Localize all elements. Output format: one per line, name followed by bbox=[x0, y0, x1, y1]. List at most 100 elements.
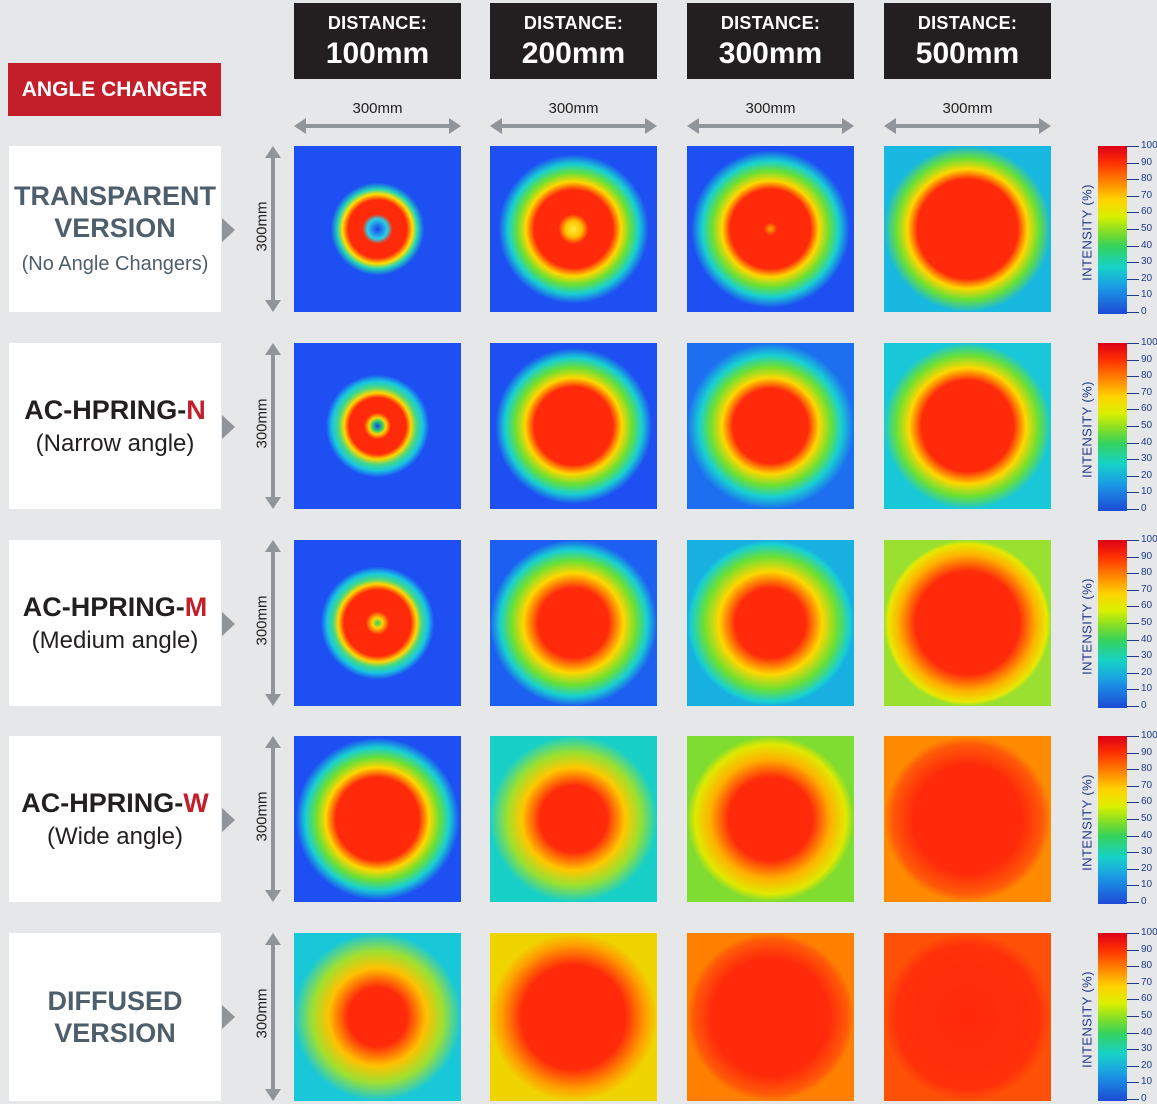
beam-pattern-wide-200mm bbox=[490, 736, 657, 902]
legend-tick bbox=[1127, 656, 1139, 657]
legend-tick-label: 100 bbox=[1141, 534, 1157, 545]
triangle-right-icon bbox=[222, 218, 235, 242]
legend-tick-label: 90 bbox=[1141, 157, 1153, 168]
double-arrow-vertical-icon bbox=[265, 146, 281, 312]
beam-pattern-diffused-100mm bbox=[294, 933, 461, 1101]
distance-label: DISTANCE: bbox=[523, 13, 624, 33]
legend-tick bbox=[1127, 606, 1139, 607]
legend-tick-label: 100 bbox=[1141, 140, 1157, 151]
legend-tick bbox=[1127, 736, 1139, 737]
legend-tick-label: 50 bbox=[1141, 420, 1153, 431]
legend-tick bbox=[1127, 540, 1139, 541]
legend-tick-label: 10 bbox=[1141, 683, 1153, 694]
legend-tick-label: 20 bbox=[1141, 667, 1153, 678]
width-label: 300mm bbox=[352, 100, 403, 117]
legend-tick-label: 80 bbox=[1141, 763, 1153, 774]
width-label: 300mm bbox=[745, 100, 796, 117]
legend-axis-label: INTENSITY (%) bbox=[1079, 184, 1095, 281]
legend-tick-label: 0 bbox=[1141, 700, 1147, 711]
legend-tick bbox=[1127, 1049, 1139, 1050]
legend-tick bbox=[1127, 933, 1139, 934]
legend-tick bbox=[1127, 640, 1139, 641]
legend-tick-label: 90 bbox=[1141, 354, 1153, 365]
legend-tick-label: 90 bbox=[1141, 747, 1153, 758]
legend-tick-label: 0 bbox=[1141, 896, 1147, 907]
legend-tick-label: 30 bbox=[1141, 1043, 1153, 1054]
beam-pattern-medium-200mm bbox=[490, 540, 657, 706]
legend-tick bbox=[1127, 426, 1139, 427]
legend-tick-label: 30 bbox=[1141, 256, 1153, 267]
legend-tick bbox=[1127, 196, 1139, 197]
legend-tick-label: 10 bbox=[1141, 879, 1153, 890]
width-dimension: 300mm bbox=[294, 95, 461, 135]
height-label: 300mm bbox=[253, 595, 271, 646]
row-title-code: M bbox=[184, 592, 208, 622]
legend-tick bbox=[1127, 476, 1139, 477]
legend-tick bbox=[1127, 966, 1139, 967]
beam-pattern-wide-300mm bbox=[687, 736, 854, 902]
row-title: AC-HPRING-M bbox=[23, 590, 208, 624]
row-subtitle: (Wide angle) bbox=[46, 823, 184, 850]
beam-pattern-diffused-200mm bbox=[490, 933, 657, 1101]
legend-tick bbox=[1127, 509, 1139, 510]
legend-tick bbox=[1127, 802, 1139, 803]
legend-tick bbox=[1127, 163, 1139, 164]
legend-tick-label: 60 bbox=[1141, 600, 1153, 611]
triangle-right-icon bbox=[222, 612, 235, 636]
legend-tick bbox=[1127, 753, 1139, 754]
width-dimension: 300mm bbox=[687, 95, 854, 135]
legend-tick-label: 60 bbox=[1141, 993, 1153, 1004]
legend-tick bbox=[1127, 279, 1139, 280]
legend-tick-label: 100 bbox=[1141, 730, 1157, 741]
beam-pattern-narrow-100mm bbox=[294, 343, 461, 509]
legend-tick bbox=[1127, 360, 1139, 361]
beam-pattern-transparent-200mm bbox=[490, 146, 657, 312]
legend-tick-label: 40 bbox=[1141, 634, 1153, 645]
beam-pattern-diffused-500mm bbox=[884, 933, 1051, 1101]
legend-tick-label: 40 bbox=[1141, 1027, 1153, 1038]
legend-axis-label: INTENSITY (%) bbox=[1079, 578, 1095, 675]
color-scale-bar bbox=[1098, 736, 1127, 904]
color-scale-bar bbox=[1098, 540, 1127, 708]
row-label-medium: AC-HPRING-M (Medium angle) bbox=[9, 540, 221, 706]
legend-tick-label: 0 bbox=[1141, 503, 1147, 514]
distance-value: 300mm bbox=[718, 37, 823, 70]
beam-pattern-wide-100mm bbox=[294, 736, 461, 902]
legend-tick bbox=[1127, 623, 1139, 624]
legend-tick bbox=[1127, 786, 1139, 787]
legend-tick-label: 20 bbox=[1141, 470, 1153, 481]
double-arrow-horizontal-icon bbox=[490, 118, 657, 134]
double-arrow-vertical-icon bbox=[265, 343, 281, 509]
legend-tick-label: 60 bbox=[1141, 206, 1153, 217]
double-arrow-vertical-icon bbox=[265, 540, 281, 706]
legend-tick bbox=[1127, 146, 1139, 147]
legend-tick-label: 60 bbox=[1141, 796, 1153, 807]
legend-tick bbox=[1127, 673, 1139, 674]
legend-axis-label: INTENSITY (%) bbox=[1079, 774, 1095, 871]
legend-tick bbox=[1127, 689, 1139, 690]
legend-axis-label: INTENSITY (%) bbox=[1079, 381, 1095, 478]
angle-changer-badge: ANGLE CHANGER bbox=[8, 63, 221, 116]
width-label: 300mm bbox=[942, 100, 993, 117]
legend-tick-label: 20 bbox=[1141, 273, 1153, 284]
legend-axis-label: INTENSITY (%) bbox=[1079, 971, 1095, 1068]
legend-tick bbox=[1127, 459, 1139, 460]
row-subtitle: (Medium angle) bbox=[31, 627, 199, 654]
row-label-transparent: TRANSPARENT VERSION (No Angle Changers) bbox=[9, 146, 221, 312]
color-scale-bar bbox=[1098, 146, 1127, 314]
legend-tick bbox=[1127, 1082, 1139, 1083]
legend-tick bbox=[1127, 229, 1139, 230]
legend-tick bbox=[1127, 312, 1139, 313]
legend-tick-label: 40 bbox=[1141, 830, 1153, 841]
legend-tick-label: 40 bbox=[1141, 437, 1153, 448]
color-scale-bar bbox=[1098, 933, 1127, 1101]
row-title-prefix: AC-HPRING- bbox=[24, 395, 187, 425]
legend-tick bbox=[1127, 869, 1139, 870]
double-arrow-horizontal-icon bbox=[884, 118, 1051, 134]
legend-tick-label: 70 bbox=[1141, 190, 1153, 201]
legend-tick bbox=[1127, 409, 1139, 410]
row-label-wide: AC-HPRING-W (Wide angle) bbox=[9, 736, 221, 902]
legend-tick bbox=[1127, 212, 1139, 213]
row-title: AC-HPRING-W bbox=[21, 786, 208, 820]
height-label: 300mm bbox=[253, 398, 271, 449]
